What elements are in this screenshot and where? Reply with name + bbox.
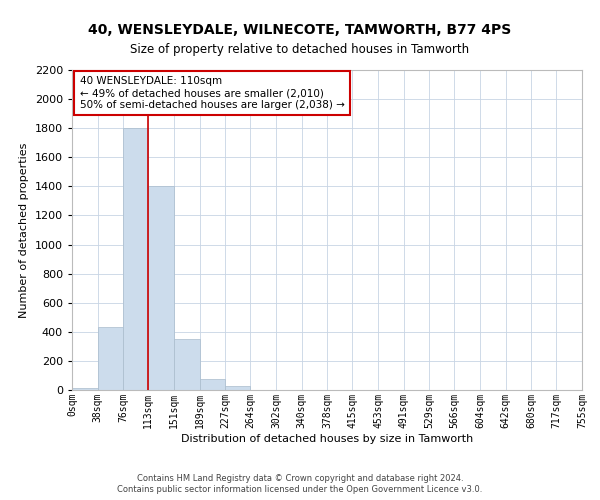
Bar bbox=[98, 328, 124, 390]
Bar bbox=[200, 379, 226, 390]
Text: Size of property relative to detached houses in Tamworth: Size of property relative to detached ho… bbox=[130, 42, 470, 56]
Text: 40, WENSLEYDALE, WILNECOTE, TAMWORTH, B77 4PS: 40, WENSLEYDALE, WILNECOTE, TAMWORTH, B7… bbox=[88, 22, 512, 36]
X-axis label: Distribution of detached houses by size in Tamworth: Distribution of detached houses by size … bbox=[181, 434, 473, 444]
Bar bbox=[226, 386, 250, 390]
Text: Contains HM Land Registry data © Crown copyright and database right 2024.
Contai: Contains HM Land Registry data © Crown c… bbox=[118, 474, 482, 494]
Bar bbox=[148, 186, 174, 390]
Bar bbox=[174, 339, 200, 390]
Text: 40 WENSLEYDALE: 110sqm
← 49% of detached houses are smaller (2,010)
50% of semi-: 40 WENSLEYDALE: 110sqm ← 49% of detached… bbox=[80, 76, 344, 110]
Bar bbox=[124, 128, 148, 390]
Bar bbox=[72, 388, 98, 390]
Y-axis label: Number of detached properties: Number of detached properties bbox=[19, 142, 29, 318]
